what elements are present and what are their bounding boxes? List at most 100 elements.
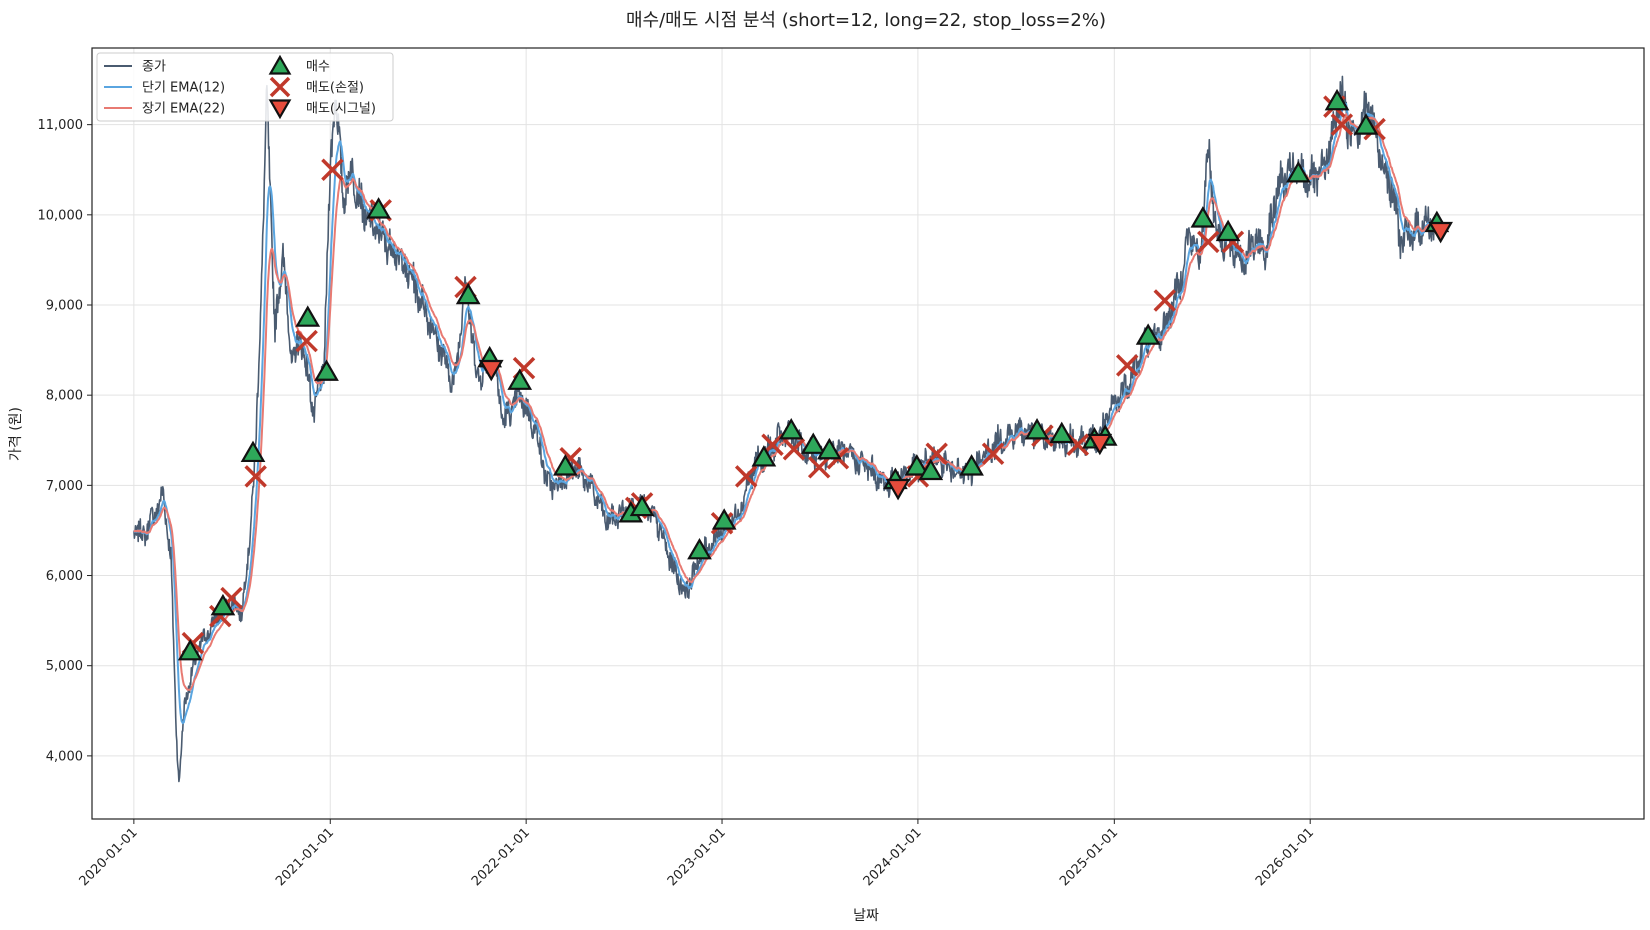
legend-signal-swatch	[268, 99, 292, 120]
y-tick-label: 9,000	[46, 299, 83, 314]
buy-marker	[210, 593, 236, 616]
buy-marker	[918, 458, 944, 481]
sell-signal-marker	[885, 478, 911, 501]
stop-loss-marker	[321, 158, 344, 181]
y-tick-label: 8,000	[46, 389, 83, 404]
buy-marker	[751, 445, 777, 467]
y-tick-label: 5,000	[46, 659, 83, 674]
buy-marker	[1353, 113, 1379, 135]
stop-loss-marker	[295, 329, 318, 353]
chart-title: 매수/매도 시점 분석 (short=12, long=22, stop_los…	[626, 10, 1106, 31]
close-price-line	[133, 75, 1435, 783]
buy-marker	[800, 432, 826, 454]
legend-label: 매수	[306, 60, 330, 75]
stop-marker-stroke	[807, 456, 831, 479]
buy-marker	[1190, 206, 1216, 228]
legend-stop-swatch	[269, 76, 291, 98]
legend-label: 단기 EMA(12)	[142, 81, 225, 96]
stop-marker-stroke	[1066, 433, 1090, 457]
stop-loss-marker	[782, 438, 806, 461]
stop-marker-stroke	[1115, 354, 1139, 377]
sell-signal-marker	[1428, 221, 1453, 244]
buy-marker	[552, 454, 578, 476]
buy-marker	[455, 282, 481, 305]
buy-marker	[1024, 418, 1050, 440]
buy-marker	[1215, 219, 1241, 242]
series-layer	[133, 75, 1435, 783]
stop-marker-stroke	[1330, 113, 1354, 136]
sell-signal-marker	[478, 359, 504, 382]
stop-loss-marker	[807, 456, 831, 479]
buy-marker	[295, 305, 321, 327]
buy-marker	[711, 508, 737, 530]
plot-frame	[91, 47, 1645, 820]
legend-box	[96, 52, 394, 122]
buy-marker	[314, 359, 339, 381]
buy-marker	[629, 494, 655, 517]
legend-item: 장기 EMA(22)	[104, 102, 225, 117]
legend-label: 매도(시그널)	[306, 102, 376, 117]
stop-marker-stroke	[782, 438, 806, 461]
buy-marker	[177, 638, 203, 661]
stop-loss-marker	[1330, 113, 1354, 136]
axis-layer: 4,000 5,000 6,000 7,000 8,000 9,000 10,000 11,0…	[38, 118, 1318, 889]
stop-marker-stroke	[244, 465, 267, 488]
stop-marker-stroke	[981, 442, 1005, 466]
buy-marker	[507, 368, 533, 390]
marker-layer	[177, 88, 1453, 661]
buy-marker	[687, 537, 712, 560]
stop-marker-stroke	[1153, 289, 1177, 312]
x-tick-label: 2021-01-01	[273, 825, 337, 889]
buy-marker	[366, 197, 391, 219]
y-tick-label: 11,000	[38, 118, 84, 133]
buy-marker	[817, 437, 842, 460]
stop-marker-stroke	[1221, 230, 1245, 254]
y-axis-label: 가격 (원)	[8, 407, 24, 461]
legend-item: 종가	[104, 60, 166, 75]
stop-loss-marker	[981, 442, 1005, 466]
sell-signal-marker	[1087, 433, 1113, 456]
legend-item: 매도(시그널)	[268, 99, 376, 120]
x-tick-label: 2024-01-01	[861, 825, 925, 889]
y-tick-label: 4,000	[46, 749, 83, 764]
legend-buy-swatch	[268, 54, 292, 75]
x-tick-label: 2025-01-01	[1057, 825, 1121, 889]
legend-label: 종가	[142, 60, 166, 75]
legend-item: 매수	[268, 54, 330, 75]
stop-marker-stroke	[734, 465, 758, 488]
x-axis-label: 날짜	[853, 908, 879, 924]
buy-marker	[1286, 161, 1311, 183]
x-tick-label: 2023-01-01	[665, 825, 729, 889]
buy-marker	[1324, 88, 1350, 111]
buy-marker	[778, 418, 804, 440]
ema-long-line	[133, 113, 1435, 691]
legend-item: 매도(손절)	[269, 76, 364, 98]
buy-marker	[904, 454, 930, 476]
y-tick-label: 6,000	[46, 569, 83, 584]
buy-marker	[1135, 323, 1161, 345]
stop-marker-stroke	[321, 158, 344, 181]
stop-marker-stroke	[295, 329, 318, 353]
stop-loss-marker	[1197, 230, 1220, 254]
buy-marker	[959, 454, 984, 476]
x-tick-label: 2026-01-01	[1253, 825, 1317, 889]
legend-label: 매도(손절)	[306, 81, 364, 96]
stop-loss-marker	[1153, 289, 1177, 312]
grid-layer	[92, 48, 1644, 819]
y-tick-label: 10,000	[38, 208, 84, 223]
legend-item: 단기 EMA(12)	[104, 81, 225, 96]
y-tick-label: 7,000	[46, 479, 83, 494]
stop-loss-marker	[244, 465, 267, 488]
x-tick-label: 2022-01-01	[469, 825, 533, 889]
stop-loss-marker	[1115, 354, 1139, 377]
stop-loss-marker	[734, 465, 758, 488]
stop-marker-stroke	[269, 76, 291, 98]
stop-marker-stroke	[454, 275, 477, 299]
stop-marker-stroke	[1197, 230, 1220, 254]
legend-label: 장기 EMA(22)	[142, 102, 225, 117]
buy-marker	[1049, 421, 1075, 444]
x-tick-label: 2020-01-01	[77, 825, 141, 889]
